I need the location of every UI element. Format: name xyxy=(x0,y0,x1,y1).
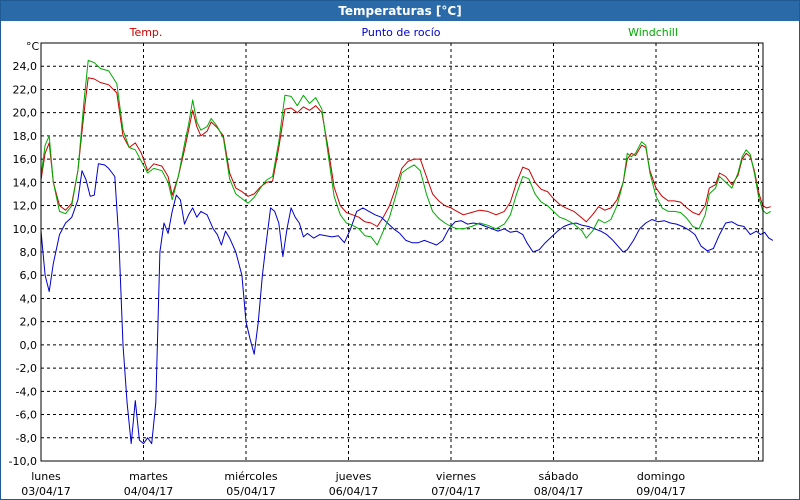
x-tick-day-label: sábado xyxy=(539,470,579,483)
x-tick-date-label: 04/04/17 xyxy=(124,485,173,498)
series-line xyxy=(40,163,774,445)
legend-entry: Punto de rocío xyxy=(361,26,440,39)
y-axis-unit-label: °C xyxy=(26,40,40,53)
series-layer xyxy=(40,59,774,445)
window-title: Temperaturas [°C] xyxy=(1,1,799,21)
y-tick-label: 4,0 xyxy=(20,292,38,305)
x-tick-date-label: 08/04/17 xyxy=(534,485,583,498)
x-tick-day-label: viernes xyxy=(436,470,476,483)
x-tick-date-label: 09/04/17 xyxy=(636,485,685,498)
y-tick-label: -6,0 xyxy=(16,409,37,422)
series-line xyxy=(40,59,772,246)
series-line xyxy=(40,77,771,227)
y-tick-label: 16,0 xyxy=(13,153,38,166)
y-tick-label: -2,0 xyxy=(16,362,37,375)
x-tick-date-label: 06/04/17 xyxy=(329,485,378,498)
x-tick-date-label: 05/04/17 xyxy=(226,485,275,498)
x-tick-day-label: domingo xyxy=(637,470,685,483)
y-tick-label: -8,0 xyxy=(16,432,37,445)
legend-entry: Temp. xyxy=(129,26,163,39)
y-tick-label: 24,0 xyxy=(13,60,38,73)
y-tick-label: 20,0 xyxy=(13,107,38,120)
y-tick-label: 14,0 xyxy=(13,176,38,189)
y-tick-label: -10,0 xyxy=(9,455,37,468)
y-tick-label: 22,0 xyxy=(13,83,38,96)
y-tick-label: 2,0 xyxy=(20,316,38,329)
legend-layer: Temp. Punto de rocío Windchill xyxy=(129,26,678,39)
legend-entry: Windchill xyxy=(628,26,678,39)
y-tick-label: 18,0 xyxy=(13,130,38,143)
y-tick-label: 12,0 xyxy=(13,200,38,213)
x-tick-date-label: 03/04/17 xyxy=(21,485,70,498)
y-tick-label: 6,0 xyxy=(20,269,38,282)
x-tick-day-label: miércoles xyxy=(224,470,277,483)
x-tick-date-label: 07/04/17 xyxy=(431,485,480,498)
grid-layer xyxy=(41,43,763,461)
y-tick-label: 8,0 xyxy=(20,246,38,259)
x-tick-day-label: jueves xyxy=(335,470,372,483)
plot-frame xyxy=(40,42,764,462)
y-tick-label: 10,0 xyxy=(13,223,38,236)
x-tick-day-label: martes xyxy=(129,470,168,483)
y-tick-label: -4,0 xyxy=(16,385,37,398)
x-tick-day-label: lunes xyxy=(31,470,61,483)
axis-layer: 24,0 22,0 20,0 18,0 16,0 14,0 12,0 10,0 8,0 6,0 4,… xyxy=(9,40,764,498)
y-tick-label: 0,0 xyxy=(20,339,38,352)
